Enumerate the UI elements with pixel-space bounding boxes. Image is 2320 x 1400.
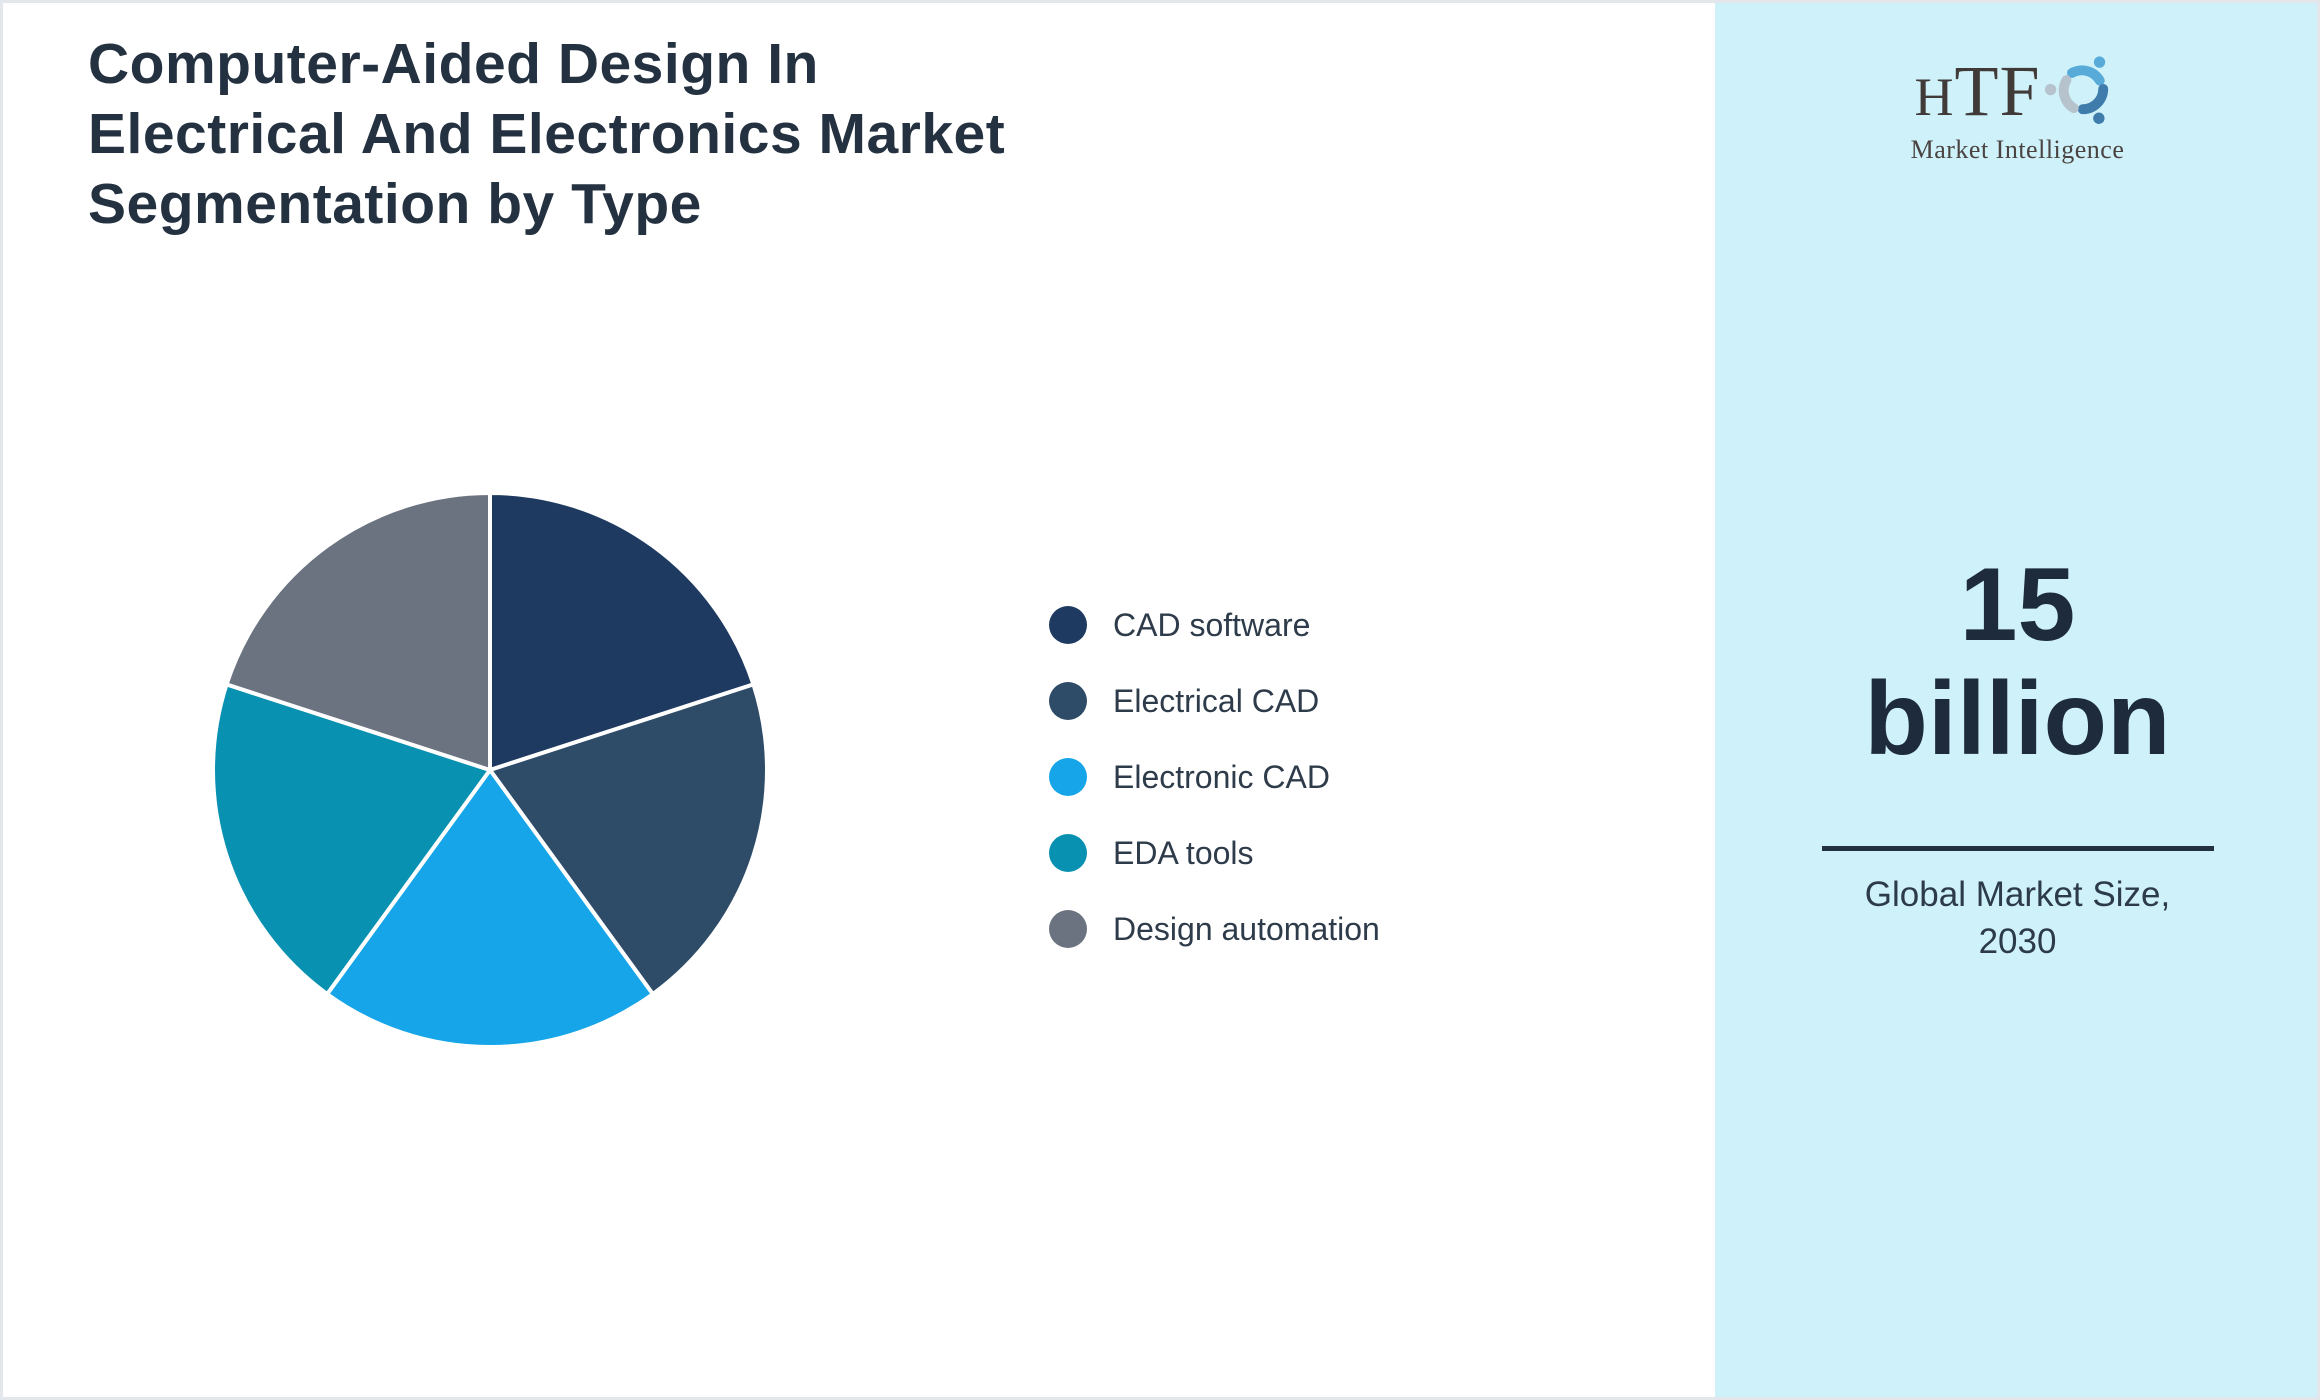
market-size-caption: Global Market Size, 2030 — [1715, 871, 2317, 965]
legend-swatch — [1049, 682, 1087, 720]
logo-text: HTF — [1914, 51, 2041, 131]
market-size-value: 15 billion — [1864, 547, 2171, 777]
pie-chart-svg — [211, 491, 769, 1050]
legend-label: CAD software — [1113, 606, 1311, 643]
pie-slice-electrical-cad — [488, 682, 769, 997]
pie-slice-eda-tools — [211, 682, 492, 997]
brand-logo: HTF Market Intelligence — [1715, 51, 2317, 165]
pie-slice-design-automation — [224, 491, 492, 772]
legend-label: Electronic CAD — [1113, 758, 1330, 795]
legend-swatch — [1049, 606, 1087, 644]
legend-item: EDA tools — [1049, 834, 1380, 872]
caption-line-2: 2030 — [1978, 922, 2057, 961]
pie-slice-electronic-cad — [325, 768, 655, 1050]
pie-slice-cad-software — [488, 491, 756, 772]
pie-chart — [208, 488, 772, 1052]
legend-label: Design automation — [1113, 910, 1380, 947]
legend-swatch — [1049, 758, 1087, 796]
page-title: Computer-Aided Design In Electrical And … — [88, 32, 1006, 236]
caption-line-1: Global Market Size, — [1864, 875, 2171, 914]
logo-subtitle: Market Intelligence — [1910, 135, 2125, 164]
legend-swatch — [1049, 910, 1087, 948]
legend-item: Electrical CAD — [1049, 682, 1380, 720]
legend-label: Electrical CAD — [1113, 682, 1320, 719]
legend-item: CAD software — [1049, 606, 1380, 644]
market-size-panel: HTF Market Intelligence — [1715, 3, 2317, 1397]
legend-item: Electronic CAD — [1049, 758, 1380, 796]
legend-label: EDA tools — [1113, 834, 1254, 871]
divider — [1821, 846, 2214, 851]
legend-item: Design automation — [1049, 910, 1380, 948]
legend: CAD software Electrical CAD Electronic C… — [1049, 606, 1380, 986]
legend-swatch — [1049, 834, 1087, 872]
logo-swirl-icon — [2044, 56, 2108, 124]
